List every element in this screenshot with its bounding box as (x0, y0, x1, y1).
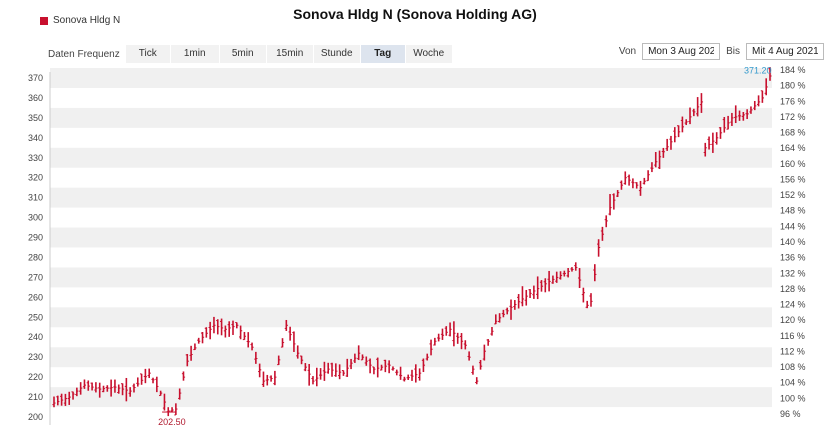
frequency-toolbar: Daten Frequenz Tick 1min 5min 15min Stun… (48, 44, 453, 64)
grid-band (50, 347, 772, 368)
grid-band (50, 267, 772, 288)
y-left-tick-label: 230 (28, 352, 43, 362)
y-left-tick-label: 360 (28, 93, 43, 103)
y-left-tick-label: 290 (28, 233, 43, 243)
y-left-tick-label: 200 (28, 412, 43, 422)
y-right-tick-label: 160 % (780, 159, 806, 169)
y-left-tick-label: 280 (28, 252, 43, 262)
freq-button-15min[interactable]: 15min (266, 45, 313, 63)
y-right-tick-label: 128 % (780, 284, 806, 294)
price-bars (52, 67, 772, 417)
y-right-tick-label: 104 % (780, 378, 806, 388)
from-label: Von (618, 46, 637, 57)
grid-band (50, 107, 772, 128)
freq-button-stunde[interactable]: Stunde (313, 45, 360, 63)
y-right-tick-label: 164 % (780, 143, 806, 153)
freq-button-5min[interactable]: 5min (219, 45, 266, 63)
y-left-tick-label: 250 (28, 312, 43, 322)
to-date-input[interactable] (746, 43, 824, 60)
y-left-tick-label: 300 (28, 213, 43, 223)
frequency-label: Daten Frequenz (48, 48, 120, 60)
legend[interactable]: Sonova Hldg N (40, 15, 120, 26)
grid-band (50, 187, 772, 208)
grid-band (50, 387, 772, 408)
y-right-tick-label: 96 % (780, 409, 801, 419)
y-right-tick-label: 100 % (780, 393, 806, 403)
grid-bands (50, 68, 772, 408)
y-left-tick-label: 240 (28, 332, 43, 342)
freq-button-1min[interactable]: 1min (170, 45, 219, 63)
y-right-tick-label: 132 % (780, 268, 806, 278)
to-label: Bis (726, 46, 740, 57)
freq-button-woche[interactable]: Woche (405, 45, 452, 63)
y-right-tick-label: 156 % (780, 174, 806, 184)
grid-band (50, 147, 772, 168)
y-left-tick-label: 220 (28, 372, 43, 382)
y-right-tick-label: 184 % (780, 65, 806, 75)
left-axis: 200 210 220 230 240 250 260 270 280 290 300 310 320 3… (28, 72, 51, 425)
y-right-tick-label: 112 % (780, 346, 805, 356)
y-left-tick-label: 320 (28, 173, 43, 183)
y-right-tick-label: 144 % (780, 221, 806, 231)
y-right-tick-label: 124 % (780, 300, 806, 310)
chart-title: Sonova Hldg N (Sonova Holding AG) (293, 6, 537, 22)
y-right-tick-label: 108 % (780, 362, 806, 372)
y-right-tick-label: 136 % (780, 253, 806, 263)
legend-swatch (40, 16, 48, 25)
y-left-tick-label: 350 (28, 113, 43, 123)
y-left-tick-label: 340 (28, 133, 43, 143)
freq-button-tag[interactable]: Tag (360, 45, 405, 63)
y-right-tick-label: 140 % (780, 237, 806, 247)
y-right-tick-label: 152 % (780, 190, 806, 200)
y-right-tick-label: 176 % (780, 96, 806, 106)
from-date-input[interactable] (642, 43, 721, 60)
grid-band (50, 227, 772, 248)
y-right-tick-label: 172 % (780, 112, 806, 122)
y-right-tick-label: 180 % (780, 81, 806, 91)
grid-band (50, 68, 772, 88)
freq-button-tick[interactable]: Tick (125, 45, 170, 63)
low-annotation: 202.50 (158, 417, 186, 427)
grid-band (50, 307, 772, 328)
y-left-tick-label: 270 (28, 272, 43, 282)
legend-label: Sonova Hldg N (53, 15, 121, 26)
right-axis: 96 % 100 % 104 % 108 % 112 % 116 % 120 % 124 % 1… (780, 65, 806, 419)
y-right-tick-label: 148 % (780, 206, 806, 216)
high-annotation: 371.20 (744, 66, 772, 76)
y-right-tick-label: 116 % (780, 331, 805, 341)
y-right-tick-label: 168 % (780, 128, 806, 138)
y-left-tick-label: 260 (28, 292, 43, 302)
y-left-tick-label: 210 (28, 392, 43, 402)
date-range: Von Bis (613, 43, 824, 60)
annotations: 202.50 371.20 (158, 66, 771, 427)
y-left-tick-label: 370 (28, 73, 43, 83)
y-right-tick-label: 120 % (780, 315, 806, 325)
y-left-tick-label: 310 (28, 193, 43, 203)
y-left-tick-label: 330 (28, 153, 43, 163)
